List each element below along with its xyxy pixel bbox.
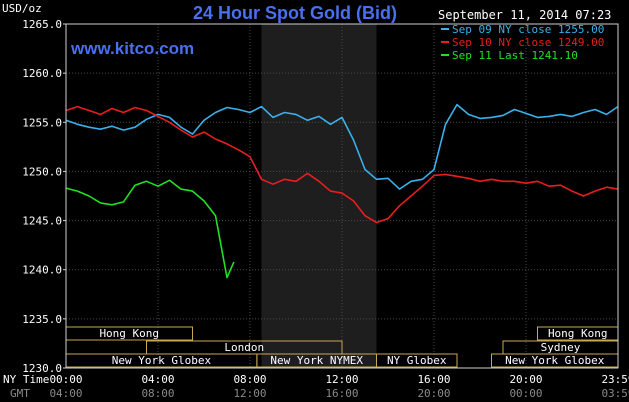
x-tick-label-gmt: 16:00 xyxy=(325,387,358,400)
nymex-session-band xyxy=(261,24,377,368)
series-line-1 xyxy=(65,103,619,190)
x-tick-label-gmt: 04:00 xyxy=(49,387,82,400)
y-tick-label: 1245.0 xyxy=(22,215,62,228)
chart-axes xyxy=(65,23,619,369)
session-label: London xyxy=(224,341,264,354)
session-box xyxy=(376,353,458,368)
x-tick-label-gmt: 20:00 xyxy=(417,387,450,400)
x-tick-label-ny: 16:00 xyxy=(417,373,450,386)
series-line-3 xyxy=(65,179,235,279)
x-tick-labels: 00:0004:0004:0008:0008:0012:0012:0016:00… xyxy=(49,373,629,400)
x-axis-label-gmt: GMT xyxy=(10,387,30,400)
y-tick-label: 1235.0 xyxy=(22,313,62,326)
session-label: NY Globex xyxy=(387,354,447,367)
x-tick-label-ny: 23:59 xyxy=(601,373,629,386)
y-axis-label: USD/oz xyxy=(2,2,42,15)
x-tick-label-ny: 00:00 xyxy=(49,373,82,386)
chart-title: 24 Hour Spot Gold (Bid) xyxy=(193,3,397,23)
site-watermark: www.kitco.com xyxy=(70,39,194,58)
session-label: Hong Kong xyxy=(99,327,159,340)
session-label: New York NYMEX xyxy=(270,354,363,367)
x-tick-label-ny: 04:00 xyxy=(141,373,174,386)
y-tick-label: 1230.0 xyxy=(22,362,62,375)
legend-entry: Sep 11 Last 1241.10 xyxy=(452,49,578,62)
x-tick-label-gmt: 08:00 xyxy=(141,387,174,400)
session-label: New York Globex xyxy=(505,354,605,367)
x-tick-label-gmt: 03:59 xyxy=(601,387,629,400)
y-tick-label: 1265.0 xyxy=(22,18,62,31)
x-tick-label-ny: 08:00 xyxy=(233,373,266,386)
y-tick-label: 1255.0 xyxy=(22,116,62,129)
x-tick-label-ny: 12:00 xyxy=(325,373,358,386)
series-line-2 xyxy=(65,105,619,224)
x-axis-label-ny: NY Time xyxy=(3,373,49,386)
y-tick-label: 1260.0 xyxy=(22,67,62,80)
x-tick-label-ny: 20:00 xyxy=(509,373,542,386)
y-tick-label: 1240.0 xyxy=(22,264,62,277)
plot-frame xyxy=(65,23,619,369)
x-tick-label-gmt: 00:00 xyxy=(509,387,542,400)
session-label: Hong Kong xyxy=(548,327,608,340)
chart-timestamp: September 11, 2014 07:23 xyxy=(438,8,611,22)
session-label: Sydney xyxy=(541,341,581,354)
x-tick-label-gmt: 12:00 xyxy=(233,387,266,400)
y-tick-label: 1250.0 xyxy=(22,165,62,178)
series-lines xyxy=(65,103,619,279)
y-tick-labels: 1265.0 1260.0 1255.0 1250.0 1245.0 1240.0 1235… xyxy=(22,18,66,375)
session-label: New York Globex xyxy=(112,354,212,367)
legend-entry: Sep 09 NY close 1255.00 xyxy=(452,23,604,36)
highlight-band xyxy=(261,24,377,368)
legend-entry: Sep 10 NY close 1249.00 xyxy=(452,36,604,49)
